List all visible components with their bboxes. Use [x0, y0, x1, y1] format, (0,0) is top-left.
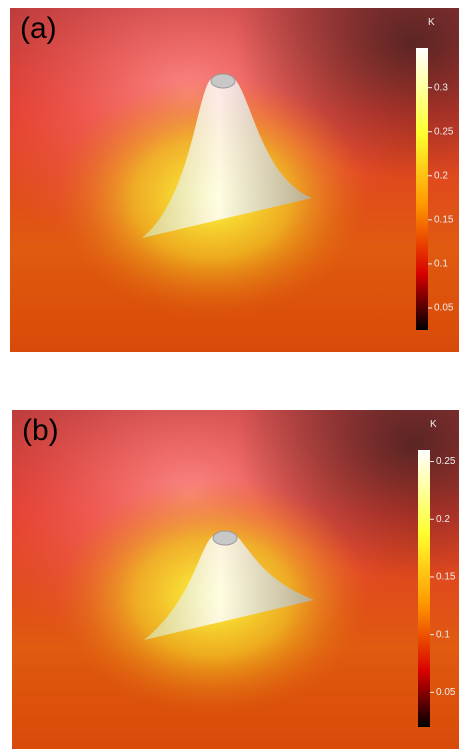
colorbar-tick-label: 0.15 — [434, 214, 454, 225]
panel: (b) K 0.05 0.1 0.15 0.2 0.25 — [12, 410, 459, 749]
colorbar-tick-label: 0.25 — [434, 126, 454, 137]
peak-top — [213, 531, 237, 545]
colorbar-tick-label: 0.2 — [436, 514, 450, 525]
panel: (a) K 0.05 0.1 0.15 0.2 0.25 0.3 — [10, 8, 459, 352]
peak-top — [211, 74, 235, 88]
colorbar-tick-label: 0.15 — [436, 572, 456, 583]
figure: (a) K 0.05 0.1 0.15 0.2 0.25 0.3 (b) K 0.05 0.1 0.15… — [0, 0, 459, 749]
panel-label: (b) — [22, 414, 59, 447]
colorbar — [418, 450, 430, 727]
colorbar-tick-label: 0.1 — [434, 259, 448, 270]
colorbar-tick-label: 0.2 — [434, 170, 448, 181]
colorbar-tick-label: 0.1 — [436, 629, 450, 640]
colorbar-tick-label: 0.25 — [436, 456, 456, 467]
colorbar-tick-label: 0.05 — [436, 687, 456, 698]
colorbar-unit: K — [430, 419, 437, 430]
colorbar-unit: K — [428, 17, 435, 28]
panel-label: (a) — [20, 12, 57, 45]
colorbar — [416, 48, 428, 330]
colorbar-tick-label: 0.05 — [434, 303, 454, 314]
colorbar-tick-label: 0.3 — [434, 82, 448, 93]
